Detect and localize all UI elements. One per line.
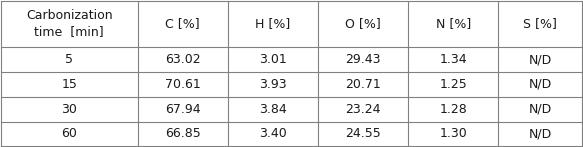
Text: 3.01: 3.01	[259, 53, 287, 66]
Text: N/D: N/D	[529, 103, 552, 116]
Text: 30: 30	[61, 103, 77, 116]
Text: 1.34: 1.34	[440, 53, 467, 66]
Text: S [%]: S [%]	[524, 17, 557, 30]
Text: 1.28: 1.28	[440, 103, 467, 116]
Text: 20.71: 20.71	[345, 78, 381, 91]
Text: 3.40: 3.40	[259, 127, 287, 140]
Text: 63.02: 63.02	[165, 53, 201, 66]
Text: C [%]: C [%]	[166, 17, 200, 30]
Text: H [%]: H [%]	[255, 17, 290, 30]
Text: Carbonization
time  [min]: Carbonization time [min]	[26, 10, 113, 39]
Text: 3.84: 3.84	[259, 103, 287, 116]
Text: 1.30: 1.30	[440, 127, 467, 140]
Text: 5: 5	[65, 53, 73, 66]
Text: O [%]: O [%]	[345, 17, 381, 30]
Text: N/D: N/D	[529, 53, 552, 66]
Text: 67.94: 67.94	[165, 103, 201, 116]
Text: N [%]: N [%]	[436, 17, 471, 30]
Text: N/D: N/D	[529, 78, 552, 91]
Text: 70.61: 70.61	[165, 78, 201, 91]
Text: 29.43: 29.43	[345, 53, 381, 66]
Text: 66.85: 66.85	[165, 127, 201, 140]
Text: 15: 15	[61, 78, 77, 91]
Text: 1.25: 1.25	[440, 78, 467, 91]
Text: N/D: N/D	[529, 127, 552, 140]
Text: 60: 60	[61, 127, 77, 140]
Text: 24.55: 24.55	[345, 127, 381, 140]
Text: 23.24: 23.24	[345, 103, 381, 116]
Text: 3.93: 3.93	[259, 78, 287, 91]
